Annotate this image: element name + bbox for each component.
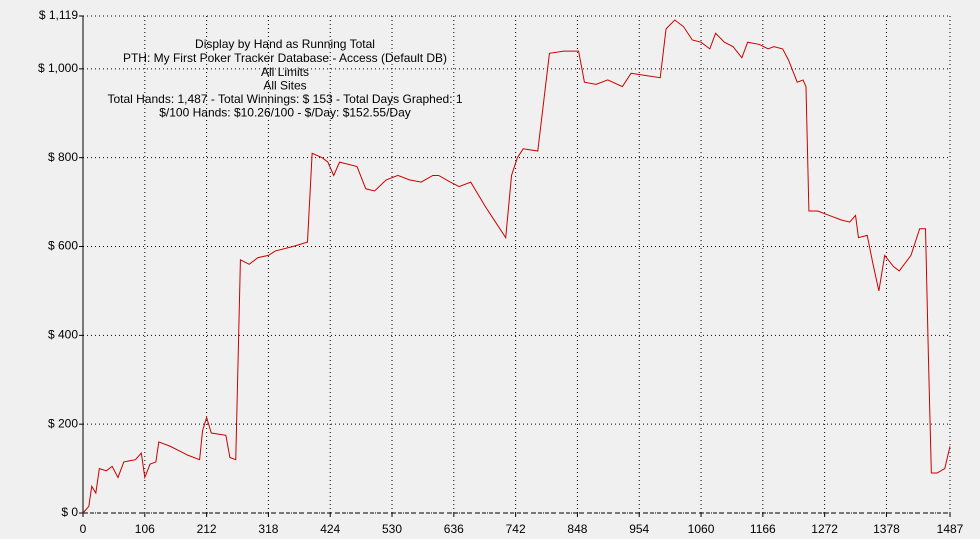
x-tick-label: 1487 bbox=[937, 522, 964, 536]
x-tick-label: 848 bbox=[567, 522, 587, 536]
x-tick-label: 1378 bbox=[873, 522, 900, 536]
x-tick-label: 636 bbox=[444, 522, 464, 536]
subtitle-line: All Limits bbox=[261, 65, 309, 79]
x-tick-label: 106 bbox=[135, 522, 155, 536]
chart-title: Display by Hand as Running Total bbox=[195, 37, 375, 51]
x-tick-label: 954 bbox=[629, 522, 649, 536]
y-tick-label: $ 0 bbox=[61, 505, 78, 519]
subtitle-line: Total Hands: 1,487 - Total Winnings: $ 1… bbox=[107, 92, 462, 106]
y-tick-label: $ 600 bbox=[48, 239, 78, 253]
series-line bbox=[82, 19, 951, 514]
subtitle-line: $/100 Hands: $10.26/100 - $/Day: $152.55… bbox=[159, 106, 411, 120]
y-tick-label: $ 200 bbox=[48, 416, 78, 430]
y-tick-label: $ 800 bbox=[48, 150, 78, 164]
x-tick-label: 424 bbox=[320, 522, 340, 536]
x-tick-label: 742 bbox=[506, 522, 526, 536]
subtitle-line: PTH: My First Poker Tracker Database - A… bbox=[123, 51, 447, 65]
y-tick-label: $ 400 bbox=[48, 328, 78, 342]
x-tick-label: 1060 bbox=[688, 522, 715, 536]
x-tick-label: 0 bbox=[80, 522, 87, 536]
x-tick-label: 212 bbox=[197, 522, 217, 536]
y-tick-label: $ 1,000 bbox=[38, 61, 78, 75]
x-tick-label: 318 bbox=[258, 522, 278, 536]
x-tick-label: 530 bbox=[382, 522, 402, 536]
y-tick-label: $ 1,119 bbox=[39, 8, 78, 22]
subtitle-line: All Sites bbox=[263, 78, 306, 92]
x-tick-label: 1272 bbox=[811, 522, 838, 536]
x-tick-label: 1166 bbox=[750, 522, 776, 536]
